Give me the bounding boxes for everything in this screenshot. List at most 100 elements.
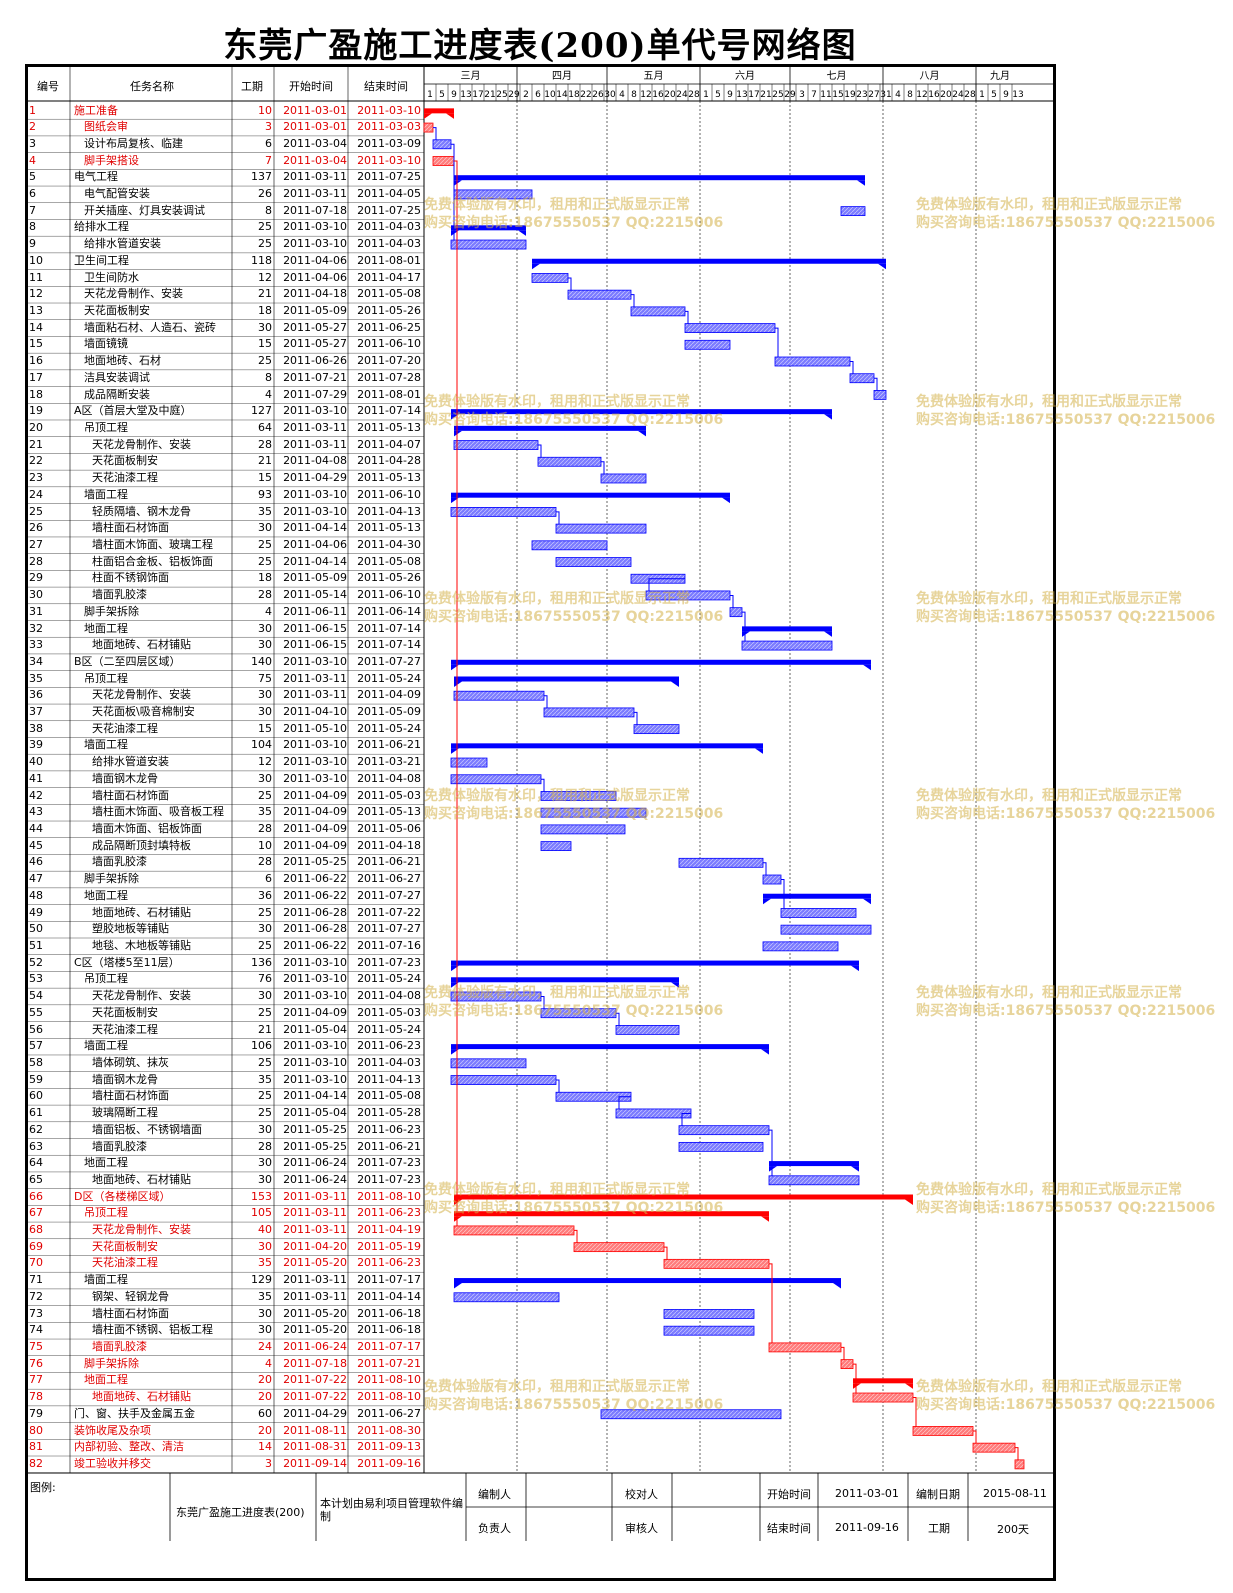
task-bar <box>774 356 851 367</box>
table-row: 73 墙柱面石材饰面 30 2011-05-20 2011-06-18 <box>25 1306 425 1323</box>
table-row: 32 地面工程 30 2011-06-15 2011-07-14 <box>25 621 425 638</box>
task-start: 2011-05-25 <box>283 1139 347 1153</box>
table-row: 21 天花龙骨制作、安装 28 2011-03-11 2011-04-07 <box>25 437 425 454</box>
task-start: 2011-03-11 <box>283 420 347 434</box>
task-id: 31 <box>29 604 43 618</box>
task-duration: 140 <box>251 654 272 668</box>
table-row: 47 脚手架拆除 6 2011-06-22 2011-06-27 <box>25 871 425 888</box>
table-row: 18 成品隔断安装 4 2011-07-29 2011-08-01 <box>25 387 425 404</box>
watermark-text: 免费体验版有水印，租用和正式版显示正常 <box>424 591 690 607</box>
table-row: 46 墙面乳胶漆 28 2011-05-25 2011-06-21 <box>25 854 425 871</box>
task-start: 2011-05-04 <box>283 1022 347 1036</box>
task-name: 地面工程 <box>84 1373 128 1387</box>
task-end: 2011-07-27 <box>357 922 421 936</box>
task-bar <box>450 757 488 768</box>
task-id: 47 <box>29 872 43 886</box>
task-name: 天花油漆工程 <box>92 721 158 735</box>
task-id: 16 <box>29 354 43 368</box>
task-duration: 30 <box>258 1156 272 1170</box>
task-id: 51 <box>29 939 43 952</box>
task-duration: 105 <box>251 1206 272 1220</box>
day-label: 17 <box>472 90 483 100</box>
task-start: 2011-05-14 <box>283 588 347 602</box>
task-id: 36 <box>29 688 43 702</box>
task-end: 2011-06-23 <box>357 1122 421 1136</box>
task-bar <box>630 306 686 317</box>
task-id: 50 <box>29 922 43 936</box>
day-label: 13 <box>1012 90 1023 100</box>
day-label: 9 <box>451 90 457 100</box>
summary-bar-start-cap <box>454 681 462 687</box>
table-row: 75 墙面乳胶漆 24 2011-06-24 2011-07-17 <box>25 1339 425 1356</box>
task-id: 67 <box>29 1206 43 1220</box>
task-name: 墙面乳胶漆 <box>92 855 147 869</box>
summary-bar <box>454 676 679 682</box>
task-name: 墙柱面木饰面、玻璃工程 <box>92 537 213 551</box>
task-bar <box>450 1058 527 1069</box>
dependency-link <box>730 594 734 609</box>
task-name: 地面工程 <box>84 888 128 902</box>
dependency-link <box>664 1246 668 1260</box>
task-name: C区（塔楼5至11层） <box>74 955 180 969</box>
table-row: 28 柱面铝合金板、铝板饰面 25 2011-04-14 2011-05-08 <box>25 554 425 571</box>
summary-bar-end-cap <box>905 1199 913 1206</box>
task-name: 电气工程 <box>74 170 118 184</box>
footer-start-label: 开始时间 <box>767 1488 811 1501</box>
summary-bar-end-cap <box>755 748 763 754</box>
task-start: 2011-03-10 <box>283 404 347 418</box>
task-duration: 12 <box>258 755 272 769</box>
task-bar <box>615 1108 692 1119</box>
table-row: 43 墙柱面木饰面、吸音板工程 35 2011-04-09 2011-05-13 <box>25 804 425 821</box>
task-start: 2011-04-06 <box>283 253 347 267</box>
task-id: 72 <box>29 1289 43 1303</box>
table-row: 29 柱面不锈钢饰面 18 2011-05-09 2011-05-26 <box>25 570 425 587</box>
summary-bar <box>451 1044 769 1050</box>
summary-bar <box>454 175 865 181</box>
day-label: 25 <box>496 90 507 100</box>
task-name: 设计布局复核、临建 <box>84 136 183 150</box>
task-id: 59 <box>29 1072 43 1086</box>
page-title: 东莞广盈施工进度表(200)单代号网络图 <box>223 26 857 66</box>
month-label-0: 三月 <box>461 70 481 82</box>
day-label: 24 <box>676 90 688 100</box>
task-duration: 36 <box>258 888 272 902</box>
task-bar <box>450 774 542 785</box>
task-id: 37 <box>29 705 43 719</box>
dependency-link <box>853 1363 857 1394</box>
dependency-link <box>648 578 685 592</box>
task-end: 2011-06-18 <box>357 1306 421 1320</box>
watermark-text: 购买咨询电话:18675550537 QQ:22150066 <box>916 806 1216 822</box>
task-end: 2011-06-14 <box>357 604 421 618</box>
dependency-link <box>451 143 455 241</box>
table-row: 69 天花面板制安 30 2011-04-20 2011-05-19 <box>25 1239 425 1256</box>
table-row: 4 脚手架搭设 7 2011-03-04 2011-03-10 <box>25 153 425 170</box>
task-bar <box>663 1325 755 1336</box>
task-name: 墙面镜镜 <box>84 337 128 351</box>
task-bar <box>423 122 434 133</box>
task-name: 给排水管道安装 <box>84 237 161 251</box>
task-name: 墙面钢木龙骨 <box>92 771 158 785</box>
dependency-link <box>454 160 458 1227</box>
summary-bar-end-cap <box>722 497 730 504</box>
task-end: 2011-04-13 <box>357 1072 421 1086</box>
task-duration: 25 <box>258 939 272 952</box>
footer-date-label: 编制日期 <box>916 1488 960 1501</box>
table-row: 26 墙柱面石材饰面 30 2011-04-14 2011-05-13 <box>25 520 425 537</box>
task-start: 2011-03-11 <box>283 688 347 702</box>
task-id: 75 <box>29 1340 43 1354</box>
table-row: 72 钢架、轻钢龙骨 35 2011-03-11 2011-04-14 <box>25 1289 425 1306</box>
task-name: 柱面不锈钢饰面 <box>92 571 169 585</box>
task-name: 吊顶工程 <box>84 671 128 685</box>
day-label: 1 <box>703 90 709 100</box>
task-id: 20 <box>29 420 43 434</box>
task-name: 给排水工程 <box>74 220 129 234</box>
task-id: 61 <box>29 1106 43 1120</box>
dependency-link <box>556 1079 560 1093</box>
task-duration: 3 <box>265 120 272 134</box>
task-id: 55 <box>29 1005 43 1019</box>
task-duration: 25 <box>258 1106 272 1120</box>
day-label: 20 <box>940 90 952 100</box>
task-duration: 28 <box>258 588 272 602</box>
task-name: 轻质隔墙、钢木龙骨 <box>92 504 191 518</box>
watermark-text: 免费体验版有水印，租用和正式版显示正常 <box>424 197 690 213</box>
